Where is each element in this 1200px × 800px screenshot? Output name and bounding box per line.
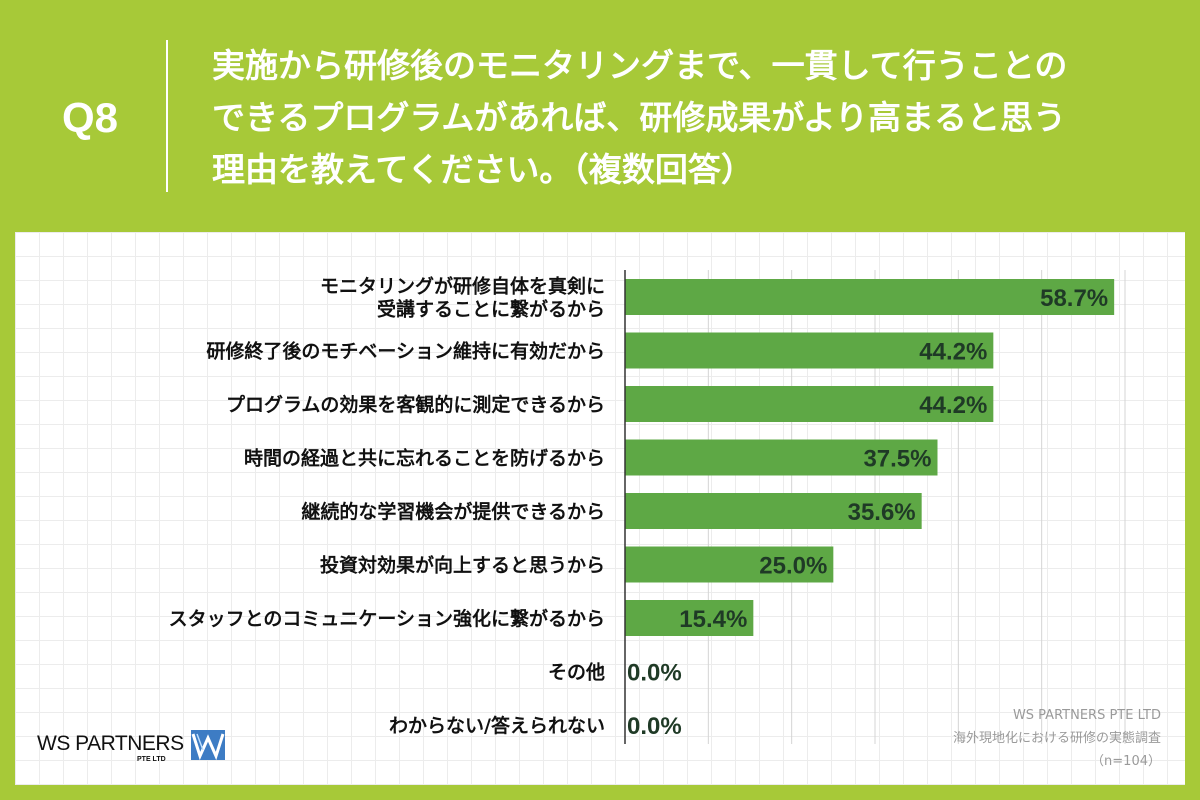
category-label: モニタリングが研修自体を真剣に <box>320 275 605 298</box>
question-line: 理由を教えてください。（複数回答） <box>212 150 754 189</box>
category-label: 時間の経過と共に忘れることを防げるから <box>244 447 605 470</box>
value-label: 44.2% <box>919 392 987 419</box>
value-label: 58.7% <box>1040 285 1108 312</box>
question-text: 実施から研修後のモニタリングまで、一貫して行うことの できるプログラムがあれば、… <box>212 40 1172 196</box>
value-label: 15.4% <box>679 606 747 633</box>
chart-panel: 58.7% モニタリングが研修自体を真剣に 受講することに繋がるから 44.2% 研修終… <box>15 232 1185 785</box>
value-label: 37.5% <box>863 446 931 473</box>
bar <box>625 493 922 529</box>
value-label: 25.0% <box>759 553 827 580</box>
question-header: Q8 実施から研修後のモニタリングまで、一貫して行うことの できるプログラムがあ… <box>0 0 1200 230</box>
value-label: 44.2% <box>919 339 987 366</box>
bar <box>625 546 834 583</box>
category-label: スタッフとのコミュニケーション強化に繋がるから <box>169 607 605 630</box>
category-label: 研修終了後のモチベーション維持に有効だから <box>206 340 605 363</box>
source-survey: 海外現地化における研修の実態調査 <box>952 731 1161 746</box>
category-label: プログラムの効果を客観的に測定できるから <box>226 393 605 416</box>
ws-logo-mark-icon <box>191 730 225 760</box>
category-label: 受講することに繋がるから <box>377 298 605 321</box>
category-label: 継続的な学習機会が提供できるから <box>301 500 605 523</box>
value-label: 0.0% <box>627 713 682 740</box>
bar <box>625 279 1115 315</box>
logo-text: WS PARTNERS <box>37 732 184 755</box>
question-line: 実施から研修後のモニタリングまで、一貫して行うことの <box>212 46 1068 85</box>
sample-size: （n=104） <box>1091 754 1161 769</box>
ws-partners-logo: WS PARTNERS PTE LTD <box>37 726 237 772</box>
question-line: できるプログラムがあれば、研修成果がより高まると思う <box>212 98 1067 137</box>
category-label: その他 <box>548 661 605 684</box>
bar <box>625 439 938 476</box>
category-label: わからない/答えられない <box>389 714 605 737</box>
bar <box>625 600 754 636</box>
source-note: WS PARTNERS PTE LTD 海外現地化における研修の実態調査 （n=… <box>953 704 1161 773</box>
logo-subtext: PTE LTD <box>137 756 166 763</box>
value-label: 0.0% <box>627 660 682 687</box>
value-label: 35.6% <box>848 499 916 526</box>
question-number: Q8 <box>62 94 119 141</box>
question-divider <box>166 40 168 192</box>
category-label: 投資対効果が向上すると思うから <box>320 554 605 577</box>
bar <box>625 332 994 369</box>
source-company: WS PARTNERS PTE LTD <box>1012 708 1161 723</box>
bar <box>625 386 994 422</box>
